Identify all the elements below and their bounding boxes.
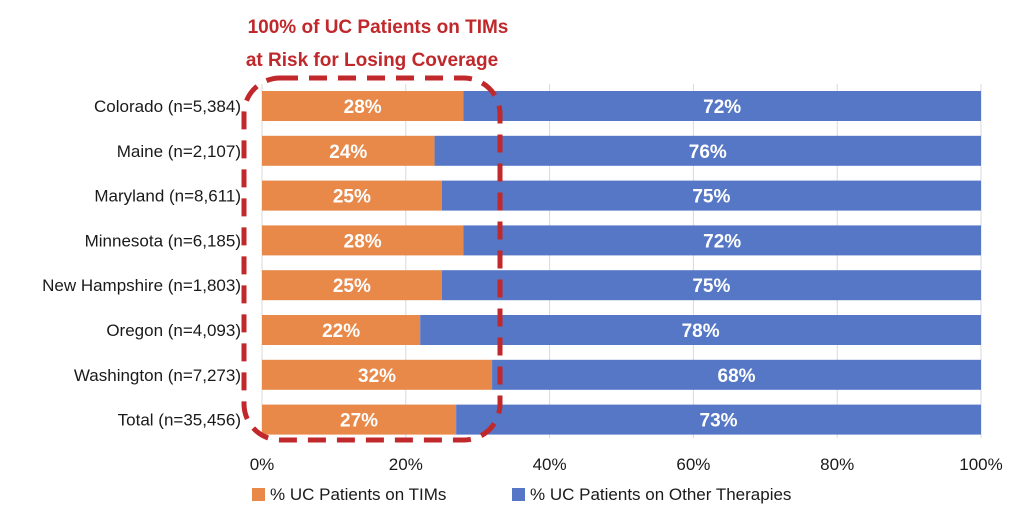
bar-label-tims: 25% <box>333 187 371 208</box>
category-label: Oregon (n=4,093) <box>106 321 241 340</box>
x-tick-labels: 0% 20% 40% 60% 80% 100% <box>250 455 1003 474</box>
bar-tims <box>262 270 442 301</box>
bar-tims <box>262 404 457 435</box>
bar-other <box>456 404 981 435</box>
bar-other <box>463 91 981 121</box>
category-label: Minnesota (n=6,185) <box>85 231 241 250</box>
bar-label-other: 68% <box>718 366 756 387</box>
bars: 28% 72% 24% 76% 25% 75% 28% 72% 25% 75% 22% 78% 32% 6… <box>262 91 981 435</box>
x-tick-label: 20% <box>389 455 423 474</box>
bar-label-other: 75% <box>692 187 730 208</box>
x-tick-label: 80% <box>820 455 854 474</box>
bar-label-tims: 24% <box>329 142 367 163</box>
bar-other <box>420 315 981 345</box>
category-label: Maryland (n=8,611) <box>94 187 241 206</box>
bar-label-other: 78% <box>682 321 720 342</box>
bar-tims <box>262 135 435 166</box>
x-tick-label: 0% <box>250 455 275 474</box>
legend-swatch-tims <box>252 488 265 501</box>
bar-tims <box>262 180 442 211</box>
highlight-dashed-box <box>241 75 503 443</box>
bar-label-other: 72% <box>703 97 741 118</box>
legend-label-tims: % UC Patients on TIMs <box>270 485 446 504</box>
bar-tims <box>262 91 464 121</box>
legend-swatch-other <box>512 488 525 501</box>
bar-label-tims: 28% <box>344 97 382 118</box>
bar-other <box>463 225 981 256</box>
bar-tims <box>262 359 493 390</box>
category-label: Total (n=35,456) <box>118 411 241 430</box>
bar-other <box>441 180 981 211</box>
bar-label-tims: 27% <box>340 411 378 432</box>
bar-tims <box>262 225 464 256</box>
bar-other <box>441 270 981 301</box>
bar-tims <box>262 315 421 345</box>
x-tick-label: 100% <box>959 455 1002 474</box>
bar-label-other: 72% <box>703 231 741 252</box>
bar-label-other: 75% <box>692 276 730 297</box>
category-label: Colorado (n=5,384) <box>94 97 241 116</box>
annotation: 100% of UC Patients on TIMs at Risk for … <box>241 17 509 443</box>
bar-other <box>434 135 981 166</box>
annotation-line-1: 100% of UC Patients on TIMs <box>248 17 509 38</box>
bar-label-other: 76% <box>689 142 727 163</box>
category-label: New Hampshire (n=1,803) <box>42 276 241 295</box>
bar-label-tims: 28% <box>344 231 382 252</box>
legend: % UC Patients on TIMs % UC Patients on O… <box>252 485 791 504</box>
legend-label-other: % UC Patients on Other Therapies <box>530 485 791 504</box>
annotation-line-2: at Risk for Losing Coverage <box>246 50 498 71</box>
bar-label-other: 73% <box>700 411 738 432</box>
category-label: Maine (n=2,107) <box>117 142 241 161</box>
bar-label-tims: 32% <box>358 366 396 387</box>
bar-label-tims: 25% <box>333 276 371 297</box>
x-tick-label: 40% <box>533 455 567 474</box>
bar-other <box>492 359 981 390</box>
category-labels: Colorado (n=5,384) Maine (n=2,107) Marylan… <box>42 97 241 430</box>
x-tick-label: 60% <box>676 455 710 474</box>
bar-label-tims: 22% <box>322 321 360 342</box>
category-label: Washington (n=7,273) <box>74 366 241 385</box>
